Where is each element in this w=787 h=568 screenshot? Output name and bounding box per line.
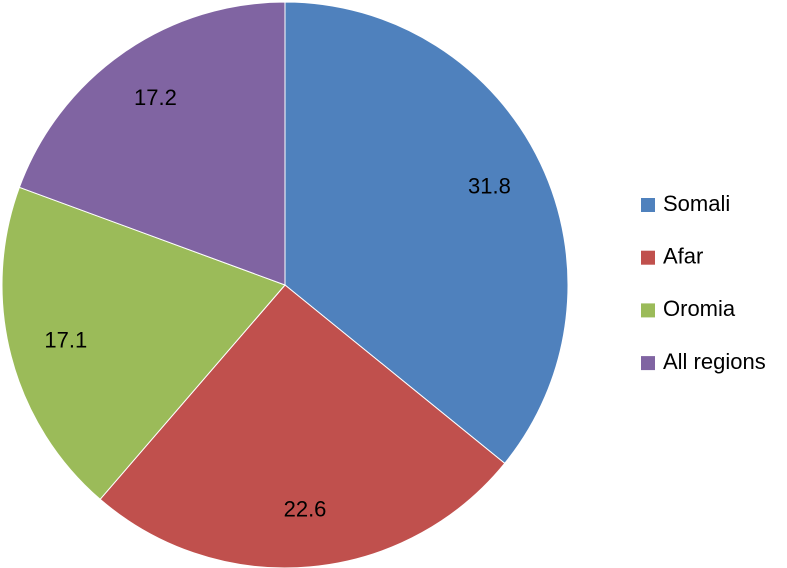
legend-swatch [641, 250, 655, 265]
data-label: 17.2 [134, 85, 177, 110]
legend-label: Afar [663, 244, 703, 269]
data-label: 31.8 [468, 173, 511, 198]
legend-swatch [641, 198, 655, 212]
legend-label: Oromia [663, 296, 736, 321]
data-label: 22.6 [284, 496, 327, 521]
legend-label: Somali [663, 191, 730, 216]
pie-slice [99, 284, 506, 568]
pie-slice [18, 1, 286, 286]
data-label: 17.1 [44, 328, 87, 353]
legend-swatch [641, 356, 655, 371]
legend-swatch [641, 303, 655, 318]
legend-label: All regions [663, 349, 766, 374]
pie-slice [1, 186, 286, 500]
pie-slice [284, 1, 569, 465]
